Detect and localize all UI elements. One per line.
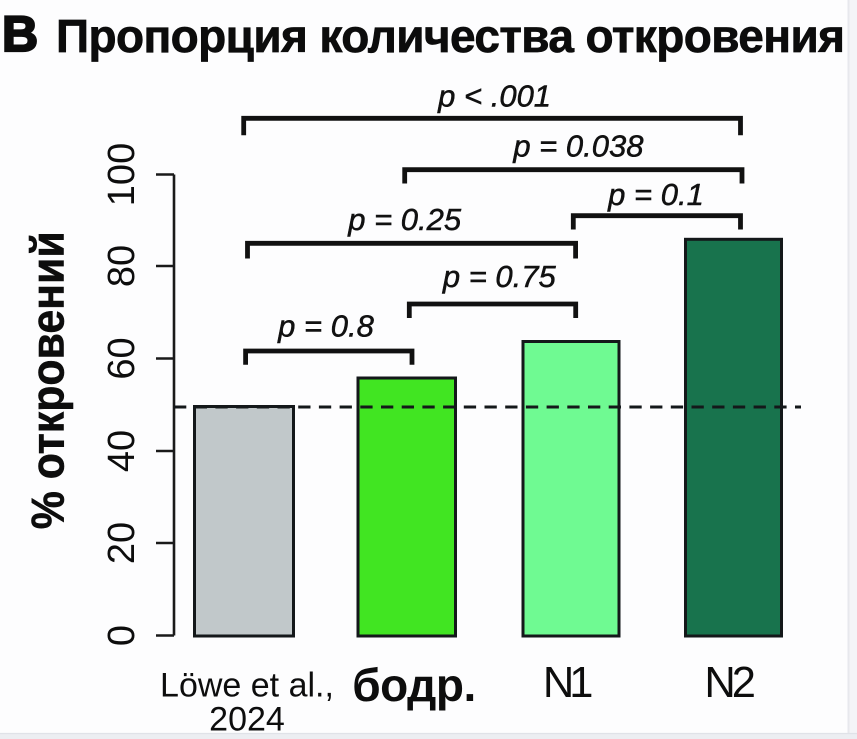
svg-text:p = 0.1: p = 0.1 xyxy=(607,177,704,212)
svg-text:p = 0.75: p = 0.75 xyxy=(442,259,557,294)
svg-text:N2: N2 xyxy=(704,659,753,707)
svg-text:p = 0.8: p = 0.8 xyxy=(277,309,374,344)
svg-text:0: 0 xyxy=(101,625,143,646)
svg-text:N1: N1 xyxy=(543,659,592,707)
svg-text:2024: 2024 xyxy=(209,700,285,738)
svg-text:p < .001: p < .001 xyxy=(437,79,551,114)
svg-text:20: 20 xyxy=(101,522,143,564)
svg-text:% откровений: % откровений xyxy=(22,231,74,529)
svg-text:80: 80 xyxy=(101,245,143,287)
svg-text:60: 60 xyxy=(101,337,143,379)
svg-text:p = 0.25: p = 0.25 xyxy=(347,202,462,237)
svg-text:100: 100 xyxy=(101,143,143,206)
svg-text:40: 40 xyxy=(101,430,143,472)
svg-text:бодр.: бодр. xyxy=(352,659,475,711)
svg-text:Пропорция количества откровени: Пропорция количества откровения xyxy=(56,10,845,62)
svg-text:p = 0.038: p = 0.038 xyxy=(512,129,644,164)
svg-text:Löwe et al.,: Löwe et al., xyxy=(160,666,334,704)
svg-text:В: В xyxy=(2,6,38,62)
